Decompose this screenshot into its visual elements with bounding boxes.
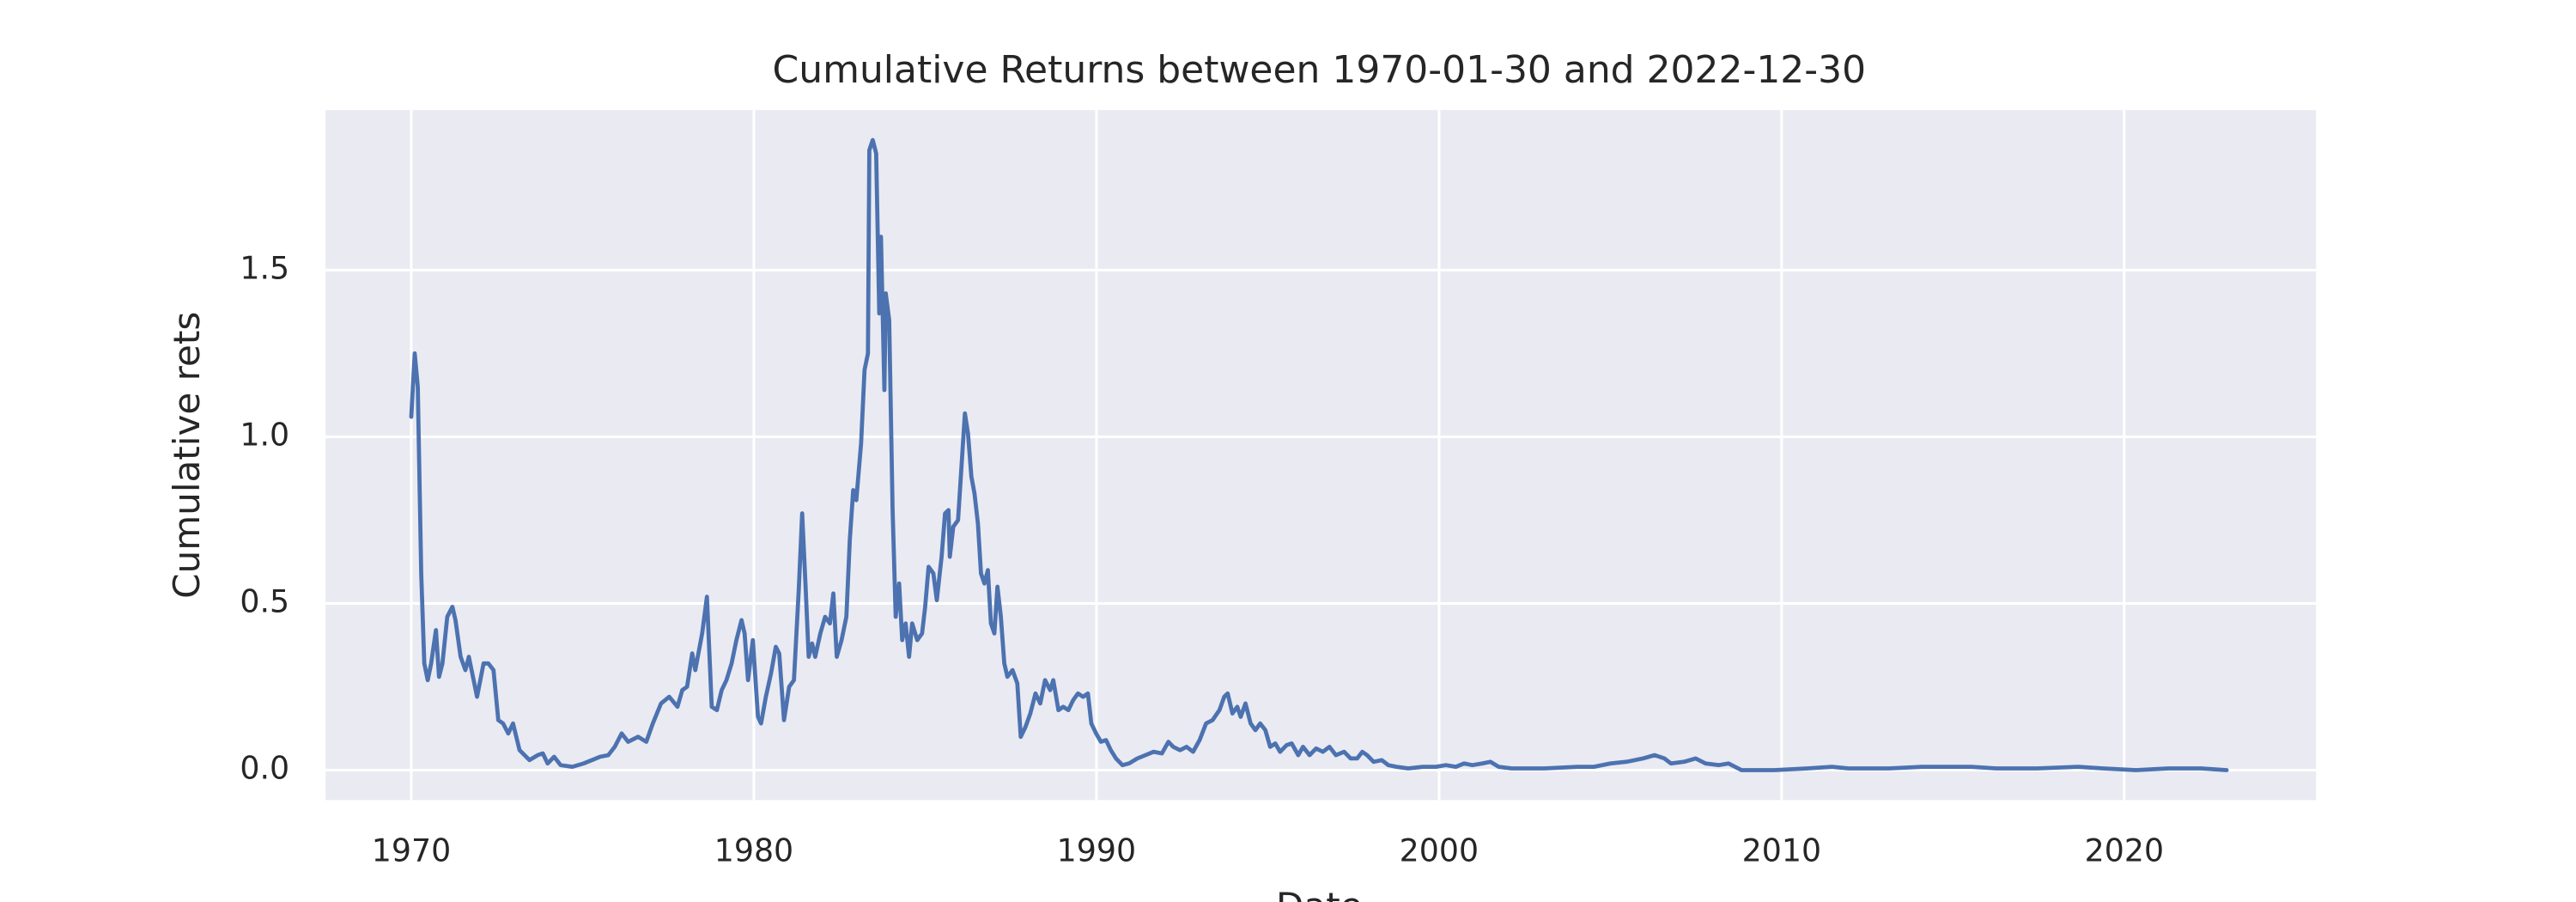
- chart-title: Cumulative Returns between 1970-01-30 an…: [773, 48, 1867, 92]
- labels: 0.0 0.5 1.0 1.5 1970 1980 1990 2000 2010 2020: [240, 249, 2164, 868]
- x-tick-label: 2020: [2085, 832, 2164, 869]
- marks: [409, 137, 2229, 772]
- plot-area: [325, 110, 2317, 801]
- y-tick-label: 0.0: [240, 749, 289, 786]
- grid: [325, 110, 2317, 801]
- x-axis-label: Date: [1276, 885, 1363, 902]
- data-line: [409, 137, 2229, 772]
- y-tick-label: 1.5: [240, 249, 289, 286]
- x-tick-label: 2000: [1400, 832, 1479, 869]
- y-tick-label: 1.0: [240, 416, 289, 453]
- y-axis-label: Cumulative rets: [166, 312, 208, 599]
- x-tick-label: 1970: [372, 832, 451, 869]
- x-tick-label: 1990: [1057, 832, 1136, 869]
- y-tick-label: 0.5: [240, 582, 289, 619]
- x-tick-label: 1980: [714, 832, 793, 869]
- x-tick-label: 2010: [1742, 832, 1821, 869]
